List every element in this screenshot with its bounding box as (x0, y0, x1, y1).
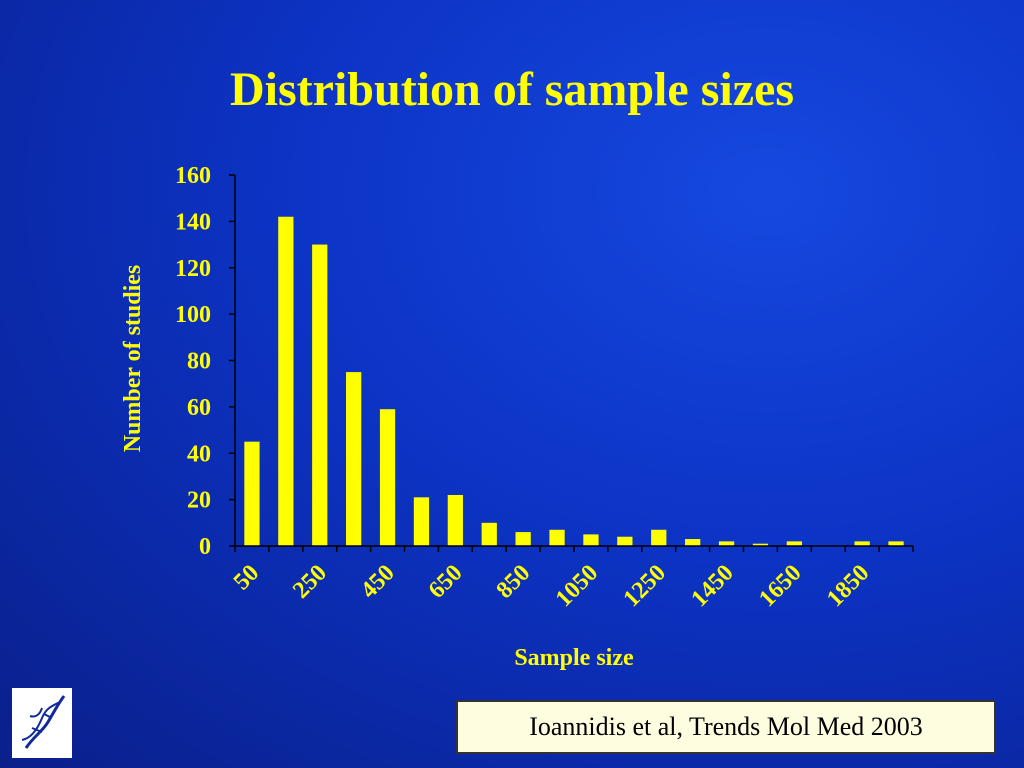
y-axis-title: Number of studies (120, 265, 146, 453)
y-ticks-group: 0 20 40 60 80 100 120 140 160 (175, 163, 235, 560)
bar (244, 441, 260, 546)
y-tick-label: 20 (187, 488, 211, 514)
x-tick-label: 50 (229, 560, 264, 595)
citation-box: Ioannidis et al, Trends Mol Med 2003 (456, 700, 996, 754)
bar (786, 541, 802, 546)
x-tick-label: 450 (356, 560, 400, 604)
x-axis-title: Sample size (514, 645, 634, 671)
bar (379, 409, 396, 546)
bar (481, 522, 497, 546)
x-tick-label: 1250 (619, 560, 671, 612)
bar (583, 534, 599, 546)
x-tick-label: 650 (424, 560, 468, 604)
bar (515, 532, 531, 546)
bar (888, 541, 904, 546)
bar (549, 529, 565, 546)
x-ticks-group: 50 250 450 650 850 1050 1250 1450 1650 1850 (229, 546, 914, 612)
bar (685, 539, 701, 546)
bar (718, 541, 735, 546)
bars-group (244, 216, 904, 547)
bar (413, 497, 430, 546)
bar (854, 541, 870, 546)
x-tick-label: 250 (288, 560, 332, 604)
y-tick-label: 60 (187, 395, 211, 421)
x-tick-label: 850 (492, 560, 536, 604)
y-tick-label: 0 (199, 534, 211, 560)
bar (312, 244, 328, 546)
logo-badge (12, 688, 72, 758)
x-tick-label: 1650 (754, 560, 806, 612)
y-tick-label: 160 (175, 163, 211, 189)
x-tick-label: 1850 (822, 560, 874, 612)
x-tick-label: 1450 (686, 560, 738, 612)
y-tick-label: 140 (175, 209, 211, 235)
bar (346, 372, 362, 546)
y-tick-label: 120 (175, 256, 211, 282)
bar (278, 216, 294, 547)
y-tick-label: 100 (175, 302, 211, 328)
x-tick-label: 1050 (551, 560, 603, 612)
dna-helix-icon (21, 695, 66, 749)
bar-chart: 0 20 40 60 80 100 120 140 160 50 250 450 650 850 1050… (120, 163, 914, 671)
bar (752, 543, 769, 546)
axes-group (234, 175, 913, 547)
slide-title: Distribution of sample sizes (230, 63, 794, 116)
y-tick-label: 80 (187, 349, 211, 375)
bar (617, 536, 633, 546)
bar (447, 494, 463, 546)
bar (651, 529, 667, 546)
y-tick-label: 40 (187, 441, 211, 467)
